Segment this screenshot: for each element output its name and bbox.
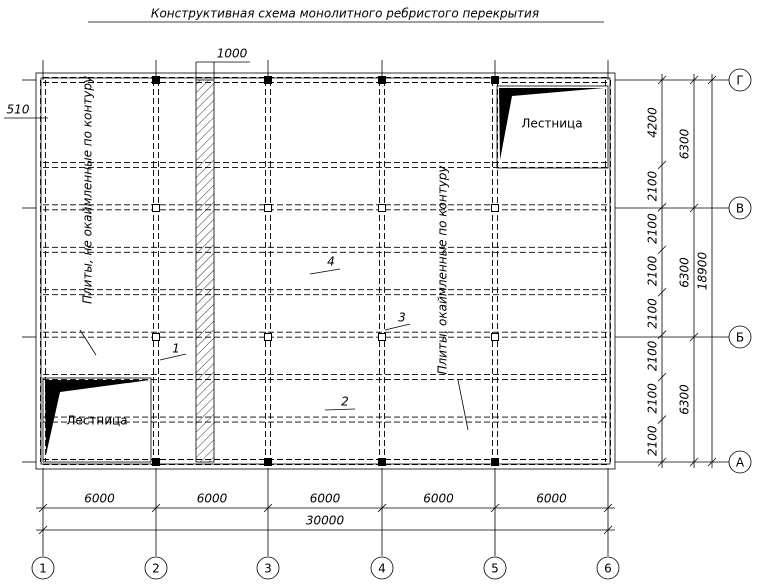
- dim-tick: [657, 415, 667, 424]
- stair-label: Лестница: [66, 414, 127, 428]
- stair-flight: [45, 380, 150, 455]
- dim-tick: [151, 503, 161, 513]
- dim-text: 6000: [84, 492, 115, 506]
- axis-bubble: [728, 325, 752, 349]
- column: [152, 458, 160, 466]
- axis-bubble: [728, 450, 752, 474]
- axis-bubble: [483, 556, 507, 580]
- leader: [324, 408, 356, 411]
- leader: [457, 379, 469, 431]
- dim-tick: [377, 503, 387, 513]
- dim-tick: [689, 457, 699, 467]
- dim-tick: [707, 457, 717, 467]
- dim-tick: [707, 75, 717, 85]
- axis-number: 2: [152, 562, 160, 576]
- dim-text: 18900: [696, 252, 710, 291]
- dim-text: 2100: [646, 425, 660, 456]
- column: [264, 333, 272, 341]
- column: [378, 333, 386, 341]
- axis-bubble: [256, 556, 280, 580]
- dim-tick: [689, 75, 699, 85]
- axis-letter: Б: [736, 331, 744, 345]
- axis-bubble: [144, 556, 168, 580]
- leader: [79, 329, 97, 356]
- dim-text: 6000: [536, 492, 567, 506]
- axis-number: 4: [378, 562, 386, 576]
- dim-text: 510: [7, 103, 30, 117]
- column: [491, 458, 499, 466]
- dim-text: 2100: [646, 170, 660, 201]
- axis-number: 3: [264, 562, 272, 576]
- dim-tick: [689, 332, 699, 342]
- dim-text: 1000: [217, 47, 248, 61]
- dim-tick: [657, 457, 667, 467]
- dim-tick: [657, 287, 667, 297]
- axis-bubble: [596, 556, 620, 580]
- dim-tick: [657, 330, 667, 339]
- leader: [309, 268, 341, 275]
- dim-text: 6000: [310, 492, 341, 506]
- stair-label: Лестница: [521, 117, 582, 131]
- column: [264, 204, 272, 212]
- dim-text: 2100: [646, 383, 660, 414]
- dim-text: 2100: [646, 213, 660, 244]
- column: [264, 458, 272, 466]
- title: Конструктивная схема монолитного ребрист…: [151, 7, 539, 21]
- dim-tick: [657, 245, 667, 255]
- stair-top: [496, 85, 609, 169]
- axis-letter: Г: [736, 74, 743, 88]
- column: [491, 204, 499, 212]
- axis-number: 5: [491, 562, 499, 576]
- column: [378, 458, 386, 466]
- dim-tick: [490, 503, 500, 513]
- slab-strip: [195, 79, 215, 463]
- wall-inner: [40, 77, 611, 465]
- dim-text: 2100: [646, 340, 660, 371]
- mark: 2: [341, 395, 349, 409]
- beams: [40, 76, 611, 466]
- dim-text: 6300: [678, 257, 692, 288]
- axis-bubble: [31, 556, 55, 580]
- axis-bubble: [370, 556, 394, 580]
- dim-text: 6300: [678, 384, 692, 415]
- dim-text: 30000: [306, 514, 345, 528]
- dim-text: 2100: [646, 298, 660, 329]
- column: [491, 333, 499, 341]
- dim-tick: [657, 372, 667, 382]
- axis-letter: А: [736, 456, 745, 470]
- dim-text: 6000: [197, 492, 228, 506]
- leader: [159, 353, 187, 361]
- column: [378, 204, 386, 212]
- axis-bubble: [728, 68, 752, 92]
- column: [152, 204, 160, 212]
- dim-tick: [657, 203, 667, 212]
- leader: [384, 323, 411, 331]
- dim-text: 6000: [423, 492, 454, 506]
- dim-text: 4200: [646, 107, 660, 138]
- axis-number: 1: [39, 562, 47, 576]
- stair-flight: [499, 88, 604, 160]
- mark: 4: [327, 255, 335, 269]
- dim-tick: [657, 75, 667, 85]
- dim-text: Плиты, не окаймленные по контуру: [81, 75, 95, 304]
- dim-text: 6300: [678, 128, 692, 159]
- dim-tick: [689, 203, 699, 213]
- dim-tick: [38, 525, 48, 535]
- wall-outer: [35, 72, 616, 470]
- mark: 1: [172, 342, 180, 356]
- axis-letter: В: [736, 202, 744, 216]
- stair-bottom: [42, 377, 152, 463]
- axis-bubble: [728, 196, 752, 220]
- mark: 3: [398, 311, 406, 325]
- dim-tick: [263, 503, 273, 513]
- column: [152, 333, 160, 341]
- dim-tick: [38, 503, 48, 513]
- dim-text: 2100: [646, 255, 660, 286]
- dim-tick: [603, 503, 613, 513]
- axis-number: 6: [604, 562, 612, 576]
- dim-tick: [603, 525, 613, 535]
- dim-text: Плиты, окаймленные по контуру: [436, 165, 450, 375]
- dim-tick: [657, 160, 667, 170]
